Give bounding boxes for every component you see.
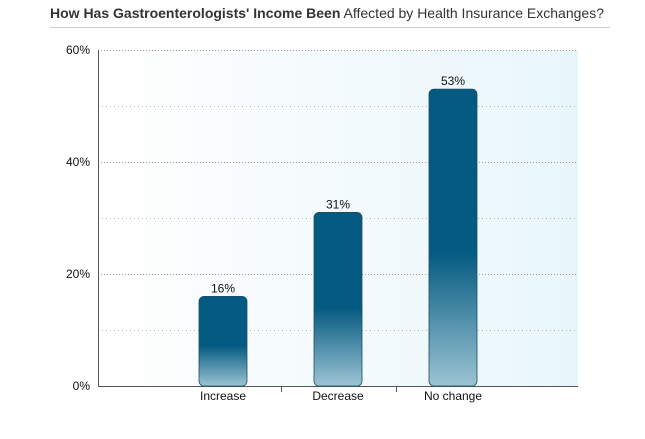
y-tick-label: 40%	[66, 155, 90, 169]
bar-increase	[198, 295, 248, 387]
chart-title: How Has Gastroenterologists' Income Been…	[50, 5, 610, 28]
data-label: 53%	[441, 74, 465, 88]
y-tick-label: 60%	[66, 43, 90, 57]
bar-decrease	[313, 211, 363, 387]
bars	[198, 88, 478, 387]
axes	[98, 50, 578, 392]
chart-title-bold: How Has Gastroenterologists' Income Been	[50, 5, 341, 21]
y-tick-label: 20%	[66, 267, 90, 281]
x-tick-label: No change	[424, 389, 482, 403]
data-label: 16%	[211, 281, 235, 295]
bar-no-change	[428, 88, 478, 387]
data-label: 31%	[326, 197, 350, 211]
labels: 0% 20% 40% 60% 16% Increase 31% Decrease 53% No c…	[66, 43, 482, 403]
x-tick-label: Increase	[200, 389, 246, 403]
x-tick-label: Decrease	[312, 389, 364, 403]
chart-title-rest: Affected by Health Insurance Exchanges?	[340, 5, 604, 21]
y-tick-label: 0%	[73, 379, 91, 393]
